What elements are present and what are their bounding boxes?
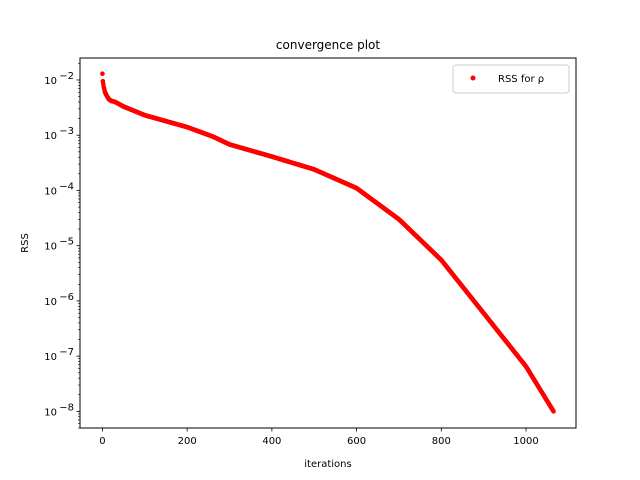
data-point xyxy=(100,71,105,76)
y-tick-label: 10 xyxy=(44,242,57,253)
y-tick-exponent: −7 xyxy=(59,347,74,358)
y-tick-exponent: −2 xyxy=(59,71,74,82)
series-points xyxy=(100,71,556,414)
y-tick-label: 10 xyxy=(44,407,57,418)
y-axis-ticks: 10−210−310−410−510−610−710−8 xyxy=(44,63,80,429)
y-tick-exponent: −5 xyxy=(59,237,74,248)
y-tick-label: 10 xyxy=(44,352,57,363)
y-tick-label: 10 xyxy=(44,297,57,308)
x-tick-label: 400 xyxy=(262,436,281,447)
legend-box xyxy=(452,64,570,94)
y-tick-exponent: −4 xyxy=(59,181,74,192)
plot-area xyxy=(79,57,577,429)
y-tick-label: 10 xyxy=(44,186,57,197)
x-tick-label: 800 xyxy=(432,436,451,447)
y-tick-exponent: −8 xyxy=(59,402,74,413)
x-axis-label: iterations xyxy=(304,459,351,470)
x-tick-label: 200 xyxy=(178,436,197,447)
y-tick-label: 10 xyxy=(44,131,57,142)
x-axis-ticks: 0 200 400 600 800 1000 xyxy=(99,428,539,447)
x-tick-label: 1000 xyxy=(513,436,538,447)
y-tick-exponent: −6 xyxy=(59,292,74,303)
data-point xyxy=(551,409,556,414)
legend-marker xyxy=(470,75,476,81)
y-tick-exponent: −3 xyxy=(59,126,74,137)
y-axis-label: RSS xyxy=(20,233,31,253)
chart-title: convergence plot xyxy=(276,38,380,52)
y-tick-label: 10 xyxy=(44,76,57,87)
x-tick-label: 600 xyxy=(347,436,366,447)
legend: RSS for ρ xyxy=(452,64,570,94)
legend-label: RSS for ρ xyxy=(498,74,544,85)
x-tick-label: 0 xyxy=(99,436,105,447)
